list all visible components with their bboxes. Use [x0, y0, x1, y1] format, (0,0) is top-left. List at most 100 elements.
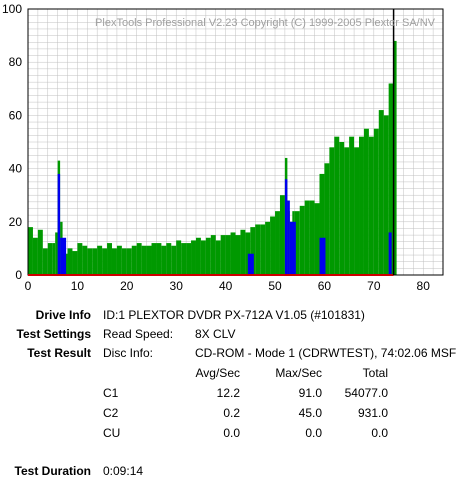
bar-c2: [319, 237, 326, 275]
bar-c1: [161, 245, 167, 275]
bar-c1: [151, 243, 157, 275]
y-tick-label: 0: [15, 268, 22, 282]
test-info-panel: Drive Info ID:1 PLEXTOR DVDR PX-712A V1.…: [0, 302, 458, 482]
bar-c1: [47, 243, 53, 275]
row-name: C2: [103, 406, 119, 420]
bar-c1: [304, 200, 310, 275]
row-avg: 0.0: [223, 426, 240, 440]
bar-c1: [324, 163, 330, 275]
chart-title: PlexTools Professional V2.23 Copyright (…: [95, 17, 436, 29]
series-c1: [28, 40, 397, 276]
bar-c1: [349, 136, 355, 275]
row-name: CU: [103, 426, 121, 440]
bar-c1: [107, 243, 112, 275]
bar-c1: [225, 235, 231, 275]
chart-axes: [27, 8, 444, 276]
test-result-label: Test Result: [27, 346, 91, 360]
bar-c2: [57, 173, 61, 275]
bar-c1: [191, 240, 196, 275]
bar-c1: [393, 40, 397, 275]
test-duration-label: Test Duration: [14, 464, 91, 478]
drive-info-label: Drive Info: [35, 308, 91, 322]
bar-c1: [176, 240, 182, 275]
bar-c1: [171, 245, 177, 275]
bar-c1: [87, 248, 93, 275]
read-speed-value: 8X CLV: [195, 327, 236, 341]
bar-c1: [72, 251, 78, 275]
bar-c1: [55, 232, 58, 275]
x-tick-label: 0: [25, 279, 32, 293]
y-tick-label: 40: [9, 162, 23, 176]
bar-c1: [383, 115, 389, 276]
bar-c1: [319, 173, 325, 275]
bar-c1: [186, 243, 192, 275]
bar-c1: [166, 243, 172, 275]
bar-c1: [126, 248, 132, 275]
x-tick-label: 70: [367, 279, 381, 293]
bar-c1: [240, 229, 246, 275]
column-header-max: Max/Sec: [275, 366, 322, 380]
bar-c1: [220, 235, 226, 275]
bar-c1: [255, 224, 261, 275]
row-avg: 12.2: [216, 386, 240, 400]
bar-c1: [136, 243, 142, 275]
bar-c1: [230, 232, 236, 275]
bar-c1: [359, 136, 364, 275]
bar-c1: [279, 195, 285, 275]
bar-c1: [121, 248, 127, 275]
bar-c2: [388, 232, 392, 275]
x-tick-label: 50: [268, 279, 282, 293]
chart-tick-labels: 0 10 20 30 40 50 60 70 80 0 20 40 60 80 100: [2, 2, 430, 293]
bar-c1: [156, 243, 162, 275]
bar-c2: [287, 200, 290, 275]
bar-c1: [37, 229, 43, 275]
row-avg: 0.2: [223, 406, 240, 420]
bar-c1: [97, 245, 103, 275]
bar-c1: [265, 221, 271, 275]
x-tick-label: 20: [120, 279, 134, 293]
bar-c1: [42, 248, 48, 275]
bar-c1: [314, 203, 320, 275]
bar-c1: [52, 243, 56, 275]
bar-c1: [363, 128, 369, 275]
row-total: 931.0: [357, 406, 388, 420]
bar-c1: [339, 142, 345, 275]
y-tick-label: 60: [9, 108, 23, 122]
bar-c1: [215, 240, 221, 275]
bar-c1: [334, 136, 340, 275]
bar-c1: [195, 237, 201, 275]
bar-c1: [92, 248, 98, 275]
error-rate-chart: 0 10 20 30 40 50 60 70 80 0 20 40 60 80 100 PlexTools …: [2, 2, 444, 293]
bar-c1: [82, 245, 88, 275]
row-max: 91.0: [298, 386, 322, 400]
bar-c1: [270, 216, 276, 275]
row-name: C1: [103, 386, 119, 400]
row-total: 54077.0: [344, 386, 388, 400]
bar-c2: [247, 253, 254, 275]
test-settings-label: Test Settings: [16, 327, 91, 341]
bar-c1: [102, 248, 108, 275]
disc-info-label: Disc Info:: [103, 346, 154, 360]
bar-c1: [329, 147, 335, 275]
bar-c1: [354, 147, 360, 275]
bar-c1: [146, 245, 152, 275]
bar-c1: [210, 235, 216, 275]
bar-c1: [67, 248, 73, 275]
x-tick-label: 60: [318, 279, 332, 293]
read-speed-label: Read Speed:: [103, 327, 174, 341]
bar-c1: [77, 243, 83, 275]
row-max: 0.0: [305, 426, 322, 440]
disc-info-value: CD-ROM - Mode 1 (CDRWTEST), 74:02.06 MSF: [195, 346, 457, 360]
test-duration-value: 0:09:14: [103, 464, 144, 478]
bar-c1: [205, 237, 211, 275]
bar-c1: [275, 211, 280, 275]
x-tick-label: 80: [417, 279, 431, 293]
x-tick-label: 10: [71, 279, 85, 293]
bar-c1: [131, 245, 137, 275]
bar-c2: [289, 221, 296, 275]
column-header-total: Total: [362, 366, 388, 380]
bar-c1: [111, 248, 117, 275]
bar-c1: [141, 245, 147, 275]
bar-c1: [116, 245, 122, 275]
bar-c1: [294, 211, 300, 275]
